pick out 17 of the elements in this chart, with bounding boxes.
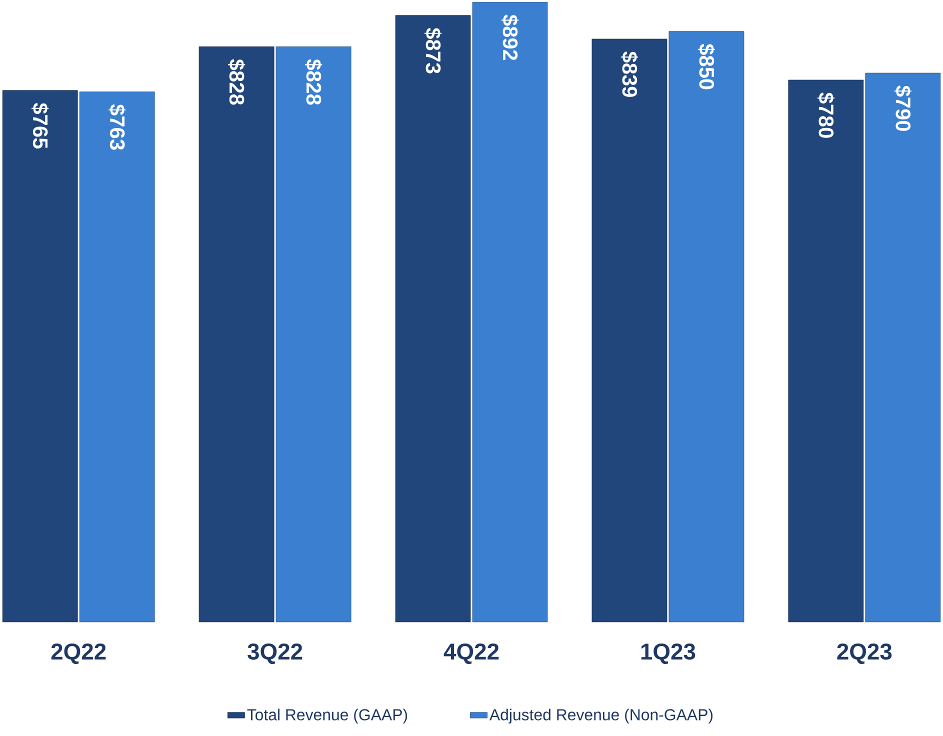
data-label: $892 (501, 14, 519, 60)
data-label: $790 (894, 86, 912, 131)
x-tick-label: 3Q22 (248, 643, 302, 664)
data-label: $780 (817, 92, 834, 138)
x-tick-label: 1Q23 (641, 643, 696, 664)
data-label: $839 (620, 52, 638, 97)
x-tick-label: 4Q22 (444, 643, 499, 664)
legend-label: Adjusted Revenue (Non-GAAP) (489, 708, 713, 724)
data-label: $765 (32, 102, 49, 149)
data-label: $763 (108, 104, 126, 150)
data-label: $850 (698, 44, 715, 90)
data-label: $828 (305, 59, 322, 105)
data-label: $873 (424, 28, 442, 74)
data-label: $828 (228, 59, 246, 105)
x-tick-label: 2Q23 (837, 643, 892, 664)
legend-label: Total Revenue (GAAP) (247, 708, 408, 724)
x-tick-label: 2Q22 (51, 643, 106, 664)
